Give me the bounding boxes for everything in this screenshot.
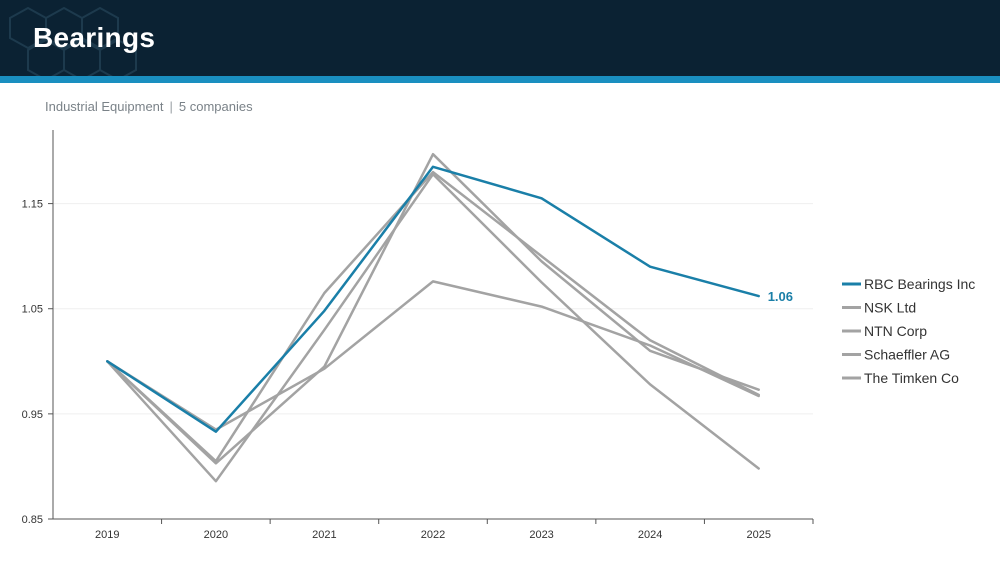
y-tick-label: 0.85 — [22, 514, 43, 526]
company-count: 5 companies — [178, 99, 253, 114]
page-title: Bearings — [33, 22, 156, 53]
series-end-label: 1.06 — [768, 289, 793, 304]
x-tick-label: 2021 — [312, 529, 336, 541]
x-tick-label: 2020 — [204, 529, 228, 541]
legend-label: Schaeffler AG — [864, 347, 950, 363]
series-line-rbc-bearings-inc — [106, 165, 760, 433]
series-lines: 1.06 — [106, 152, 793, 483]
header-accent-stripe — [0, 76, 1000, 83]
series-line-schaeffler-ag — [106, 152, 760, 465]
chart-subtitle: Industrial Equipment | 5 companies — [45, 99, 253, 114]
legend-label: The Timken Co — [864, 370, 959, 386]
y-tick-label: 0.95 — [22, 409, 43, 421]
hexagon-pattern-decoration — [9, 6, 137, 76]
legend-label: NTN Corp — [864, 323, 927, 339]
grid-lines — [53, 203, 813, 415]
series-line-nsk-ltd — [106, 170, 760, 463]
y-tick-label: 1.15 — [22, 199, 43, 211]
subtitle-separator: | — [169, 99, 173, 114]
legend-label: RBC Bearings Inc — [864, 276, 975, 292]
axes: 0.85 0.95 1.05 1.15 2019 2020 2021 2022 2023 2024… — [22, 130, 814, 541]
x-tick-label: 2025 — [746, 529, 770, 541]
series-line-ntn-corp — [106, 172, 760, 483]
sector-label: Industrial Equipment — [45, 99, 164, 114]
x-tick-label: 2024 — [638, 529, 662, 541]
series-line-the-timken-co — [106, 280, 760, 431]
x-tick-label: 2022 — [421, 529, 445, 541]
legend: RBC Bearings Inc NSK Ltd NTN Corp Schaeffle… — [842, 276, 975, 386]
header-bar: Bearings — [0, 0, 1000, 76]
x-tick-label: 2023 — [529, 529, 553, 541]
y-tick-label: 1.05 — [22, 304, 43, 316]
legend-label: NSK Ltd — [864, 300, 916, 316]
x-tick-label: 2019 — [95, 529, 119, 541]
